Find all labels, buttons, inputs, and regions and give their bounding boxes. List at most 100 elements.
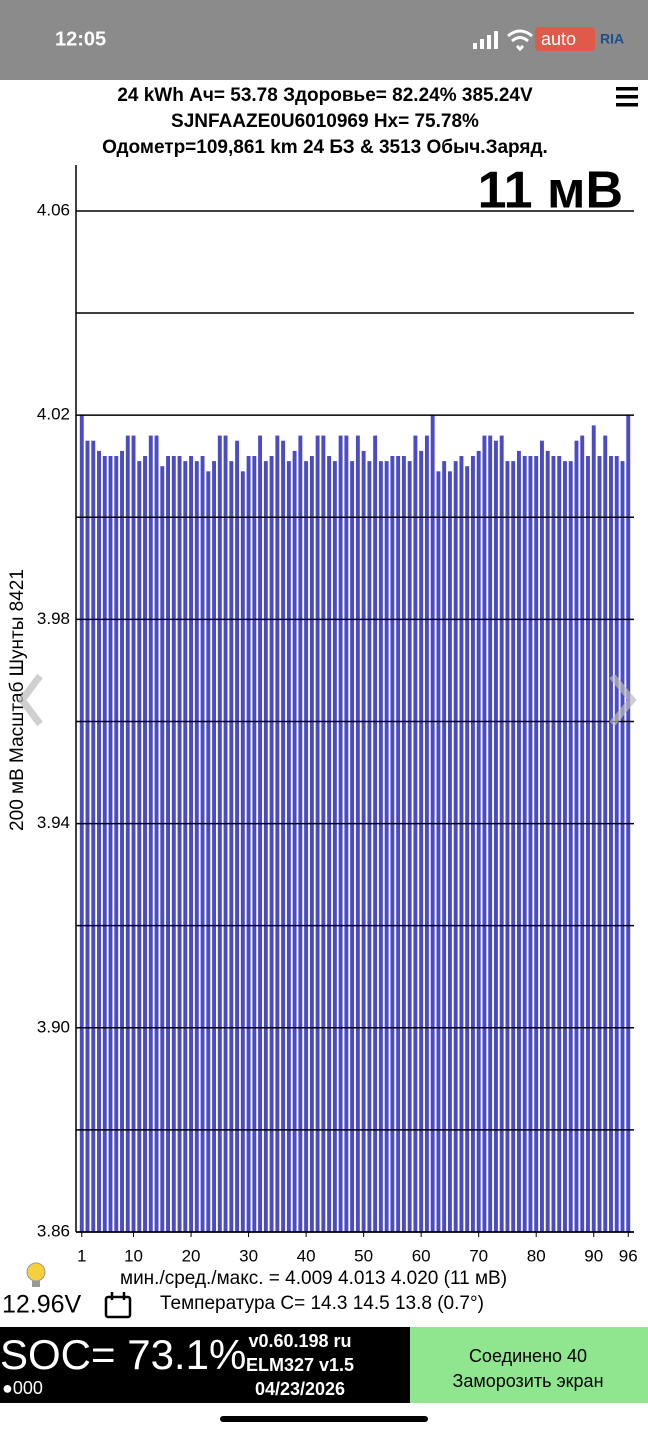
bar: [522, 456, 527, 1232]
bar: [131, 435, 136, 1232]
bar: [171, 456, 176, 1232]
bar: [240, 471, 245, 1232]
bar: [384, 461, 389, 1233]
bar: [453, 461, 458, 1233]
bar: [361, 450, 366, 1232]
bar: [263, 461, 268, 1233]
bar: [447, 471, 452, 1232]
bar: [97, 450, 101, 1232]
bar: [540, 440, 544, 1232]
bar: [166, 456, 170, 1232]
bar: [488, 435, 493, 1232]
bar: [511, 461, 516, 1233]
adapter: ELM327 v1.5: [246, 1355, 354, 1375]
version: v0.60.198 ru: [248, 1331, 351, 1351]
bar: [304, 461, 309, 1233]
next-arrow[interactable]: [609, 673, 637, 727]
y-tick-label: 4.02: [37, 405, 70, 424]
bar: [85, 440, 90, 1232]
bar: [246, 456, 251, 1232]
bar: [614, 456, 619, 1232]
bar: [217, 435, 222, 1232]
bar: [160, 466, 165, 1232]
bar: [298, 435, 303, 1232]
bar: [223, 435, 228, 1232]
bar: [413, 435, 418, 1232]
bar: [275, 435, 280, 1232]
temperature: Температура С= 14.3 14.5 13.8 (0.7°): [160, 1293, 484, 1314]
bar: [482, 435, 487, 1232]
header-line: Одометр=109,861 km 24 БЗ & 3513 Обыч.Зар…: [102, 137, 548, 158]
bar: [574, 440, 579, 1232]
bar: [309, 456, 314, 1232]
x-tick-label: 30: [239, 1246, 258, 1265]
bar: [229, 461, 234, 1233]
bar: [419, 450, 424, 1232]
bar: [338, 435, 343, 1232]
bar: [332, 461, 337, 1233]
menu-button[interactable]: [616, 87, 638, 107]
bar: [373, 435, 378, 1232]
bar: [367, 461, 372, 1233]
bar: [344, 435, 349, 1232]
bar: [568, 461, 573, 1233]
bar: [563, 461, 567, 1233]
calendar-icon[interactable]: [104, 1292, 132, 1319]
bar: [591, 425, 596, 1232]
date: 04/23/2026: [255, 1379, 345, 1399]
bar: [545, 450, 550, 1232]
signal-icon: [473, 31, 498, 49]
bar: [401, 456, 406, 1232]
bar: [206, 471, 211, 1232]
bar: [177, 456, 182, 1232]
x-tick-label: 40: [297, 1246, 316, 1265]
soc: SOC= 73.1%: [0, 1331, 246, 1378]
wifi-icon: [507, 29, 533, 52]
bar: [327, 456, 332, 1232]
bar: [516, 450, 521, 1232]
bar: [476, 450, 481, 1232]
y-tick-label: 3.94: [37, 813, 70, 832]
time: 12:05: [55, 28, 106, 50]
bar: [108, 456, 113, 1232]
bar: [315, 435, 320, 1232]
prev-arrow[interactable]: [17, 673, 43, 727]
x-tick-label: 50: [354, 1246, 373, 1265]
bar: [269, 456, 274, 1232]
watermark: RIA: [600, 31, 624, 47]
bar: [258, 435, 263, 1232]
bar: [143, 456, 147, 1232]
chart: 3.86 3.90 3.94 3.98 4.02 4.06 1 10 20 30 40 50 60 70 8…: [37, 165, 638, 1265]
bar: [424, 435, 429, 1232]
bar: [528, 456, 533, 1232]
bar: [235, 440, 240, 1232]
y-axis-label: 200 мВ Масштаб Шунты 8421: [7, 569, 28, 831]
bar: [148, 435, 153, 1232]
bar: [281, 440, 286, 1232]
bulb-icon: [26, 1262, 46, 1287]
x-tick-label: 90: [584, 1246, 603, 1265]
bar: [390, 456, 395, 1232]
bar: [350, 461, 355, 1233]
header-line: SJNFAAZE0U6010969 Hx= 75.78%: [171, 111, 479, 132]
bar: [189, 456, 194, 1232]
stats: мин./сред./макс. = 4.009 4.013 4.020 (11…: [120, 1268, 507, 1289]
bar: [321, 435, 326, 1232]
bar: [102, 456, 107, 1232]
home-indicator: [220, 1416, 428, 1422]
watermark: auto: [541, 29, 576, 49]
button-label: Заморозить экран: [452, 1371, 603, 1391]
freeze-button[interactable]: Соединено 40 Заморозить экран: [410, 1327, 648, 1403]
bar: [580, 435, 585, 1232]
watermark-box: [535, 27, 595, 51]
bar: [212, 461, 217, 1233]
bar: [396, 456, 401, 1232]
header-line: 24 kWh Ач= 53.78 Здоровье= 82.24% 385.24…: [117, 85, 533, 106]
bar: [91, 440, 96, 1232]
bar: [465, 466, 470, 1232]
bar: [252, 456, 257, 1232]
bar: [355, 435, 360, 1232]
bar: [499, 435, 504, 1232]
bar: [470, 456, 475, 1232]
